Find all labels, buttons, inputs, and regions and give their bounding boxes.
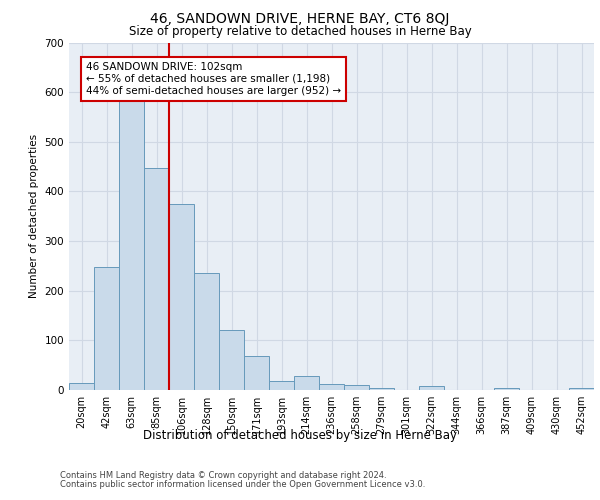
Bar	[569, 388, 594, 390]
Text: Distribution of detached houses by size in Herne Bay: Distribution of detached houses by size …	[143, 430, 457, 442]
Text: Contains public sector information licensed under the Open Government Licence v3: Contains public sector information licen…	[60, 480, 425, 489]
Bar	[94, 267, 119, 390]
Bar	[494, 388, 519, 390]
Bar	[269, 381, 294, 390]
Bar	[419, 386, 444, 390]
Bar	[194, 274, 219, 390]
Bar	[319, 384, 344, 390]
Bar	[69, 382, 94, 390]
Bar	[169, 204, 194, 390]
Text: Contains HM Land Registry data © Crown copyright and database right 2024.: Contains HM Land Registry data © Crown c…	[60, 471, 386, 480]
Bar	[344, 384, 369, 390]
Bar	[244, 356, 269, 390]
Text: Size of property relative to detached houses in Herne Bay: Size of property relative to detached ho…	[128, 25, 472, 38]
Bar	[369, 388, 394, 390]
Bar	[294, 376, 319, 390]
Bar	[119, 100, 144, 390]
Y-axis label: Number of detached properties: Number of detached properties	[29, 134, 39, 298]
Bar	[219, 330, 244, 390]
Text: 46 SANDOWN DRIVE: 102sqm
← 55% of detached houses are smaller (1,198)
44% of sem: 46 SANDOWN DRIVE: 102sqm ← 55% of detach…	[86, 62, 341, 96]
Text: 46, SANDOWN DRIVE, HERNE BAY, CT6 8QJ: 46, SANDOWN DRIVE, HERNE BAY, CT6 8QJ	[151, 12, 449, 26]
Bar	[144, 168, 169, 390]
